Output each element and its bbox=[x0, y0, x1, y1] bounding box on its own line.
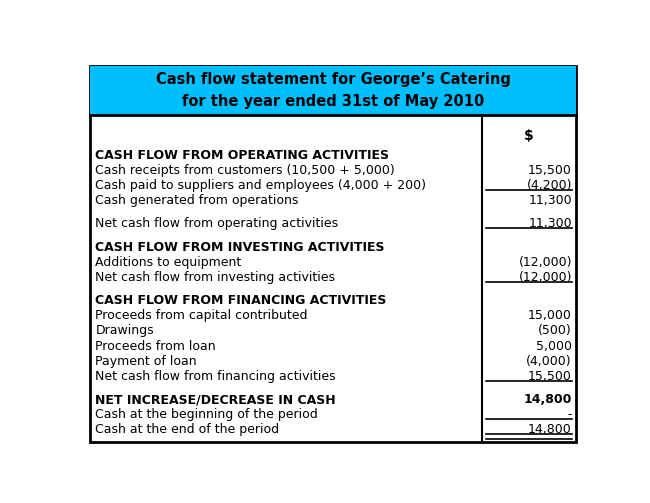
Text: Payment of loan: Payment of loan bbox=[96, 355, 197, 368]
Text: Cash flow statement for George’s Catering: Cash flow statement for George’s Caterin… bbox=[156, 72, 510, 87]
Text: CASH FLOW FROM INVESTING ACTIVITIES: CASH FLOW FROM INVESTING ACTIVITIES bbox=[96, 241, 385, 254]
Text: (4,200): (4,200) bbox=[526, 179, 572, 192]
Text: 15,500: 15,500 bbox=[528, 370, 572, 383]
Text: 11,300: 11,300 bbox=[528, 194, 572, 207]
Text: 14,800: 14,800 bbox=[523, 393, 572, 406]
Text: (500): (500) bbox=[538, 324, 572, 338]
Bar bbox=[90, 66, 576, 115]
Text: 5,000: 5,000 bbox=[536, 340, 572, 353]
Text: -: - bbox=[567, 408, 572, 421]
Text: Drawings: Drawings bbox=[96, 324, 154, 338]
Text: NET INCREASE/DECREASE IN CASH: NET INCREASE/DECREASE IN CASH bbox=[96, 393, 336, 406]
Text: Proceeds from capital contributed: Proceeds from capital contributed bbox=[96, 309, 308, 322]
Text: $: $ bbox=[524, 129, 534, 143]
Text: Cash at the end of the period: Cash at the end of the period bbox=[96, 423, 280, 436]
Text: CASH FLOW FROM FINANCING ACTIVITIES: CASH FLOW FROM FINANCING ACTIVITIES bbox=[96, 294, 387, 307]
Text: (4,000): (4,000) bbox=[526, 355, 572, 368]
Text: Net cash flow from financing activities: Net cash flow from financing activities bbox=[96, 370, 336, 383]
Text: 15,500: 15,500 bbox=[528, 164, 572, 177]
Text: for the year ended 31st of May 2010: for the year ended 31st of May 2010 bbox=[182, 94, 484, 109]
Text: Net cash flow from investing activities: Net cash flow from investing activities bbox=[96, 271, 335, 284]
Text: Cash generated from operations: Cash generated from operations bbox=[96, 194, 299, 207]
Text: 14,800: 14,800 bbox=[528, 423, 572, 436]
Text: Cash at the beginning of the period: Cash at the beginning of the period bbox=[96, 408, 318, 421]
Text: Cash paid to suppliers and employees (4,000 + 200): Cash paid to suppliers and employees (4,… bbox=[96, 179, 426, 192]
Text: (12,000): (12,000) bbox=[519, 256, 572, 269]
Text: Cash receipts from customers (10,500 + 5,000): Cash receipts from customers (10,500 + 5… bbox=[96, 164, 395, 177]
Text: Net cash flow from operating activities: Net cash flow from operating activities bbox=[96, 217, 339, 230]
Text: 15,000: 15,000 bbox=[528, 309, 572, 322]
Text: 11,300: 11,300 bbox=[528, 217, 572, 230]
Text: (12,000): (12,000) bbox=[519, 271, 572, 284]
Text: CASH FLOW FROM OPERATING ACTIVITIES: CASH FLOW FROM OPERATING ACTIVITIES bbox=[96, 149, 389, 162]
Text: Proceeds from loan: Proceeds from loan bbox=[96, 340, 216, 353]
Text: Additions to equipment: Additions to equipment bbox=[96, 256, 242, 269]
